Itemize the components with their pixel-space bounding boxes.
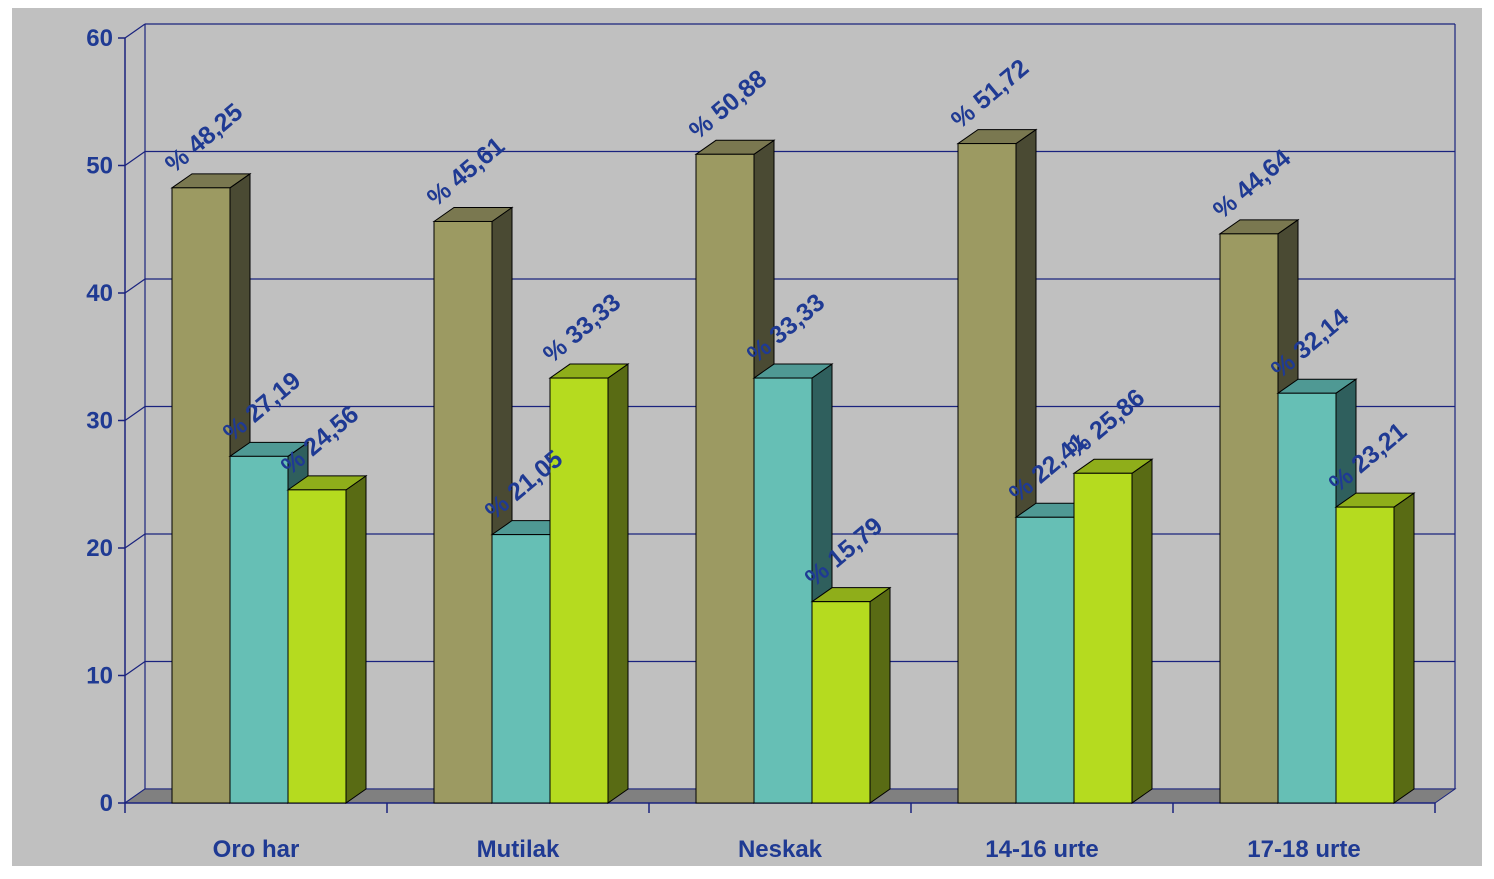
axes: 0 10 20 30 40 50 60 Oro har Mutilak Neskak 14-16 u… bbox=[86, 25, 1436, 863]
x-tick-label: Neskak bbox=[738, 836, 823, 863]
bar-side bbox=[607, 363, 629, 804]
gridline-depth bbox=[124, 533, 146, 549]
bars bbox=[170, 128, 1416, 804]
bar bbox=[956, 128, 1038, 804]
y-tick-label: 20 bbox=[86, 535, 113, 562]
bar bbox=[1334, 492, 1416, 804]
bar-front bbox=[491, 534, 551, 804]
bar-side bbox=[1393, 492, 1415, 804]
bar-side bbox=[1131, 458, 1153, 804]
bar-front bbox=[1335, 506, 1395, 804]
bar-front bbox=[549, 377, 609, 804]
gridline-depth bbox=[124, 406, 146, 421]
bar-front bbox=[695, 153, 755, 804]
gridline-depth bbox=[124, 151, 146, 166]
bar-front bbox=[433, 220, 493, 804]
bar-front bbox=[287, 489, 347, 804]
y-tick-label: 30 bbox=[86, 408, 113, 435]
x-tick-label: 17-18 urte bbox=[1247, 836, 1360, 863]
y-tick-label: 50 bbox=[86, 153, 113, 180]
bar bbox=[1072, 458, 1154, 804]
x-tick-label: 14-16 urte bbox=[985, 836, 1098, 863]
bar bbox=[810, 586, 892, 804]
bar-front bbox=[1073, 472, 1133, 804]
y-tick-label: 60 bbox=[86, 25, 113, 52]
y-tick-label: 40 bbox=[86, 280, 113, 307]
bar-front bbox=[1015, 516, 1075, 804]
gridline-depth bbox=[124, 23, 146, 39]
y-tick-label: 0 bbox=[100, 790, 113, 817]
bar bbox=[548, 363, 630, 804]
bar-front bbox=[229, 455, 289, 804]
bar-front bbox=[753, 377, 813, 804]
bar-front bbox=[811, 601, 871, 804]
bar-front bbox=[1219, 233, 1279, 804]
x-tick-label: Oro har bbox=[213, 836, 300, 863]
bar-side bbox=[869, 586, 891, 804]
bar-front bbox=[171, 187, 231, 804]
bar-side bbox=[345, 474, 367, 804]
x-tick-label: Mutilak bbox=[477, 836, 560, 863]
y-tick-label: 10 bbox=[86, 663, 113, 690]
gridline-depth bbox=[124, 278, 146, 294]
bar bbox=[286, 474, 368, 804]
bar-front bbox=[1277, 392, 1337, 804]
bar-front bbox=[957, 143, 1017, 804]
gridline-depth bbox=[124, 661, 146, 676]
